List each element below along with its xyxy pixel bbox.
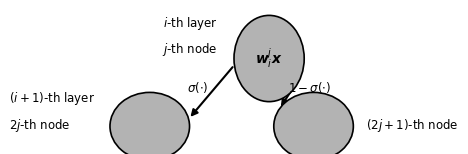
- Ellipse shape: [234, 15, 304, 102]
- Ellipse shape: [274, 92, 353, 154]
- Text: $\boldsymbol{w}_i^j\boldsymbol{x}$: $\boldsymbol{w}_i^j\boldsymbol{x}$: [256, 47, 283, 70]
- Text: $i$-th layer: $i$-th layer: [163, 15, 218, 32]
- Text: $2j$-th node: $2j$-th node: [9, 117, 71, 134]
- Text: $j$-th node: $j$-th node: [162, 41, 218, 58]
- Ellipse shape: [110, 92, 190, 154]
- Text: $(i+1)$-th layer: $(i+1)$-th layer: [9, 90, 95, 107]
- Text: $\sigma(\cdot)$: $\sigma(\cdot)$: [187, 79, 208, 95]
- Text: $(2j+1)$-th node: $(2j+1)$-th node: [366, 117, 459, 134]
- Text: $1 - \sigma(\cdot)$: $1 - \sigma(\cdot)$: [288, 79, 331, 95]
